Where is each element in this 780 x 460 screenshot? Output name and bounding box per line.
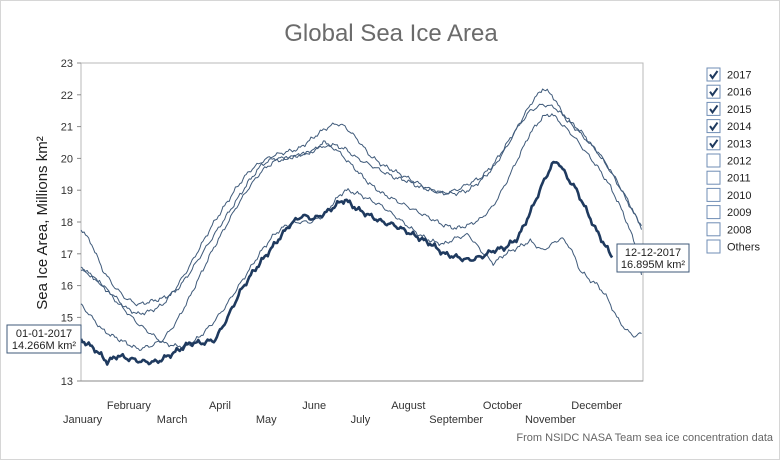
legend-item-2008[interactable]: 2008 [706, 222, 751, 237]
legend-label: Others [727, 242, 761, 254]
x-month-label: July [351, 414, 371, 426]
y-tick-label: 20 [61, 153, 73, 165]
series-line-2015 [80, 88, 642, 316]
series-line-2017 [79, 160, 614, 366]
y-tick-label: 17 [61, 249, 73, 261]
y-tick-label: 19 [61, 185, 73, 197]
callout-value: 14.266M km² [12, 340, 77, 352]
legend-item-2014[interactable]: 2014 [706, 119, 751, 134]
check-icon [709, 104, 719, 115]
legend-checkbox[interactable] [706, 222, 721, 237]
y-tick-label: 23 [61, 58, 73, 70]
legend-item-2010[interactable]: 2010 [706, 187, 751, 202]
x-month-label: May [256, 414, 277, 426]
x-month-label: August [391, 400, 425, 412]
series-line-2013 [80, 188, 642, 349]
legend-item-2013[interactable]: 2013 [706, 136, 751, 151]
callout-date: 01-01-2017 [16, 328, 72, 340]
legend-label: 2008 [727, 224, 751, 236]
legend-label: 2014 [727, 121, 751, 133]
legend-item-2017[interactable]: 2017 [706, 67, 751, 82]
x-month-label: September [429, 414, 483, 426]
legend-checkbox[interactable] [706, 239, 721, 254]
x-month-label: October [483, 400, 522, 412]
y-tick-label: 18 [61, 217, 73, 229]
callout-date: 12-12-2017 [625, 247, 681, 259]
y-tick-label: 15 [61, 312, 73, 324]
legend-label: 2012 [727, 156, 751, 168]
legend-checkbox[interactable] [706, 101, 721, 116]
legend-checkbox[interactable] [706, 153, 721, 168]
legend-checkbox[interactable] [706, 170, 721, 185]
legend-item-2016[interactable]: 2016 [706, 84, 751, 99]
x-month-label: February [107, 400, 152, 412]
x-month-label: March [157, 414, 188, 426]
check-icon [709, 87, 719, 97]
plot-area-border [80, 62, 644, 382]
y-tick-label: 21 [61, 122, 73, 134]
series-line-2016 [80, 103, 642, 307]
legend-checkbox[interactable] [706, 187, 721, 202]
chart-title: Global Sea Ice Area [284, 20, 498, 47]
legend-label: 2015 [727, 104, 751, 116]
legend-label: 2010 [727, 190, 751, 202]
x-month-label: December [571, 400, 622, 412]
legend-label: 2011 [727, 173, 751, 185]
legend-item-2015[interactable]: 2015 [706, 101, 751, 116]
x-month-label: June [302, 400, 326, 412]
legend-checkbox[interactable] [706, 136, 721, 151]
legend-checkbox[interactable] [706, 205, 721, 220]
x-month-label: November [525, 414, 576, 426]
callout-value: 16.895M km² [621, 259, 686, 271]
legend-checkbox[interactable] [706, 67, 721, 82]
legend-item-2012[interactable]: 2012 [706, 153, 751, 168]
callout-box [6, 324, 82, 354]
legend-checkbox[interactable] [706, 119, 721, 134]
x-month-label: January [63, 414, 103, 426]
check-icon [709, 122, 719, 132]
x-month-label: April [209, 400, 231, 412]
legend-item-2011[interactable]: 2011 [706, 170, 751, 185]
legend-label: 2013 [727, 138, 751, 150]
check-icon [709, 139, 719, 149]
source-note: From NSIDC NASA Team sea ice concentrati… [516, 432, 773, 444]
legend-item-2009[interactable]: 2009 [706, 205, 751, 220]
legend-item-others[interactable]: Others [706, 239, 761, 254]
y-tick-label: 13 [61, 376, 73, 388]
legend-label: 2009 [727, 207, 751, 219]
series-line-2014 [80, 113, 642, 351]
legend-label: 2016 [727, 87, 751, 99]
legend-label: 2017 [727, 70, 751, 82]
y-tick-label: 22 [61, 90, 73, 102]
y-tick-label: 16 [61, 281, 73, 293]
y-axis-label: Sea Ice Area, Millions km² [34, 136, 51, 309]
legend-checkbox[interactable] [706, 84, 721, 99]
check-icon [709, 70, 719, 80]
callout-box [616, 243, 690, 273]
